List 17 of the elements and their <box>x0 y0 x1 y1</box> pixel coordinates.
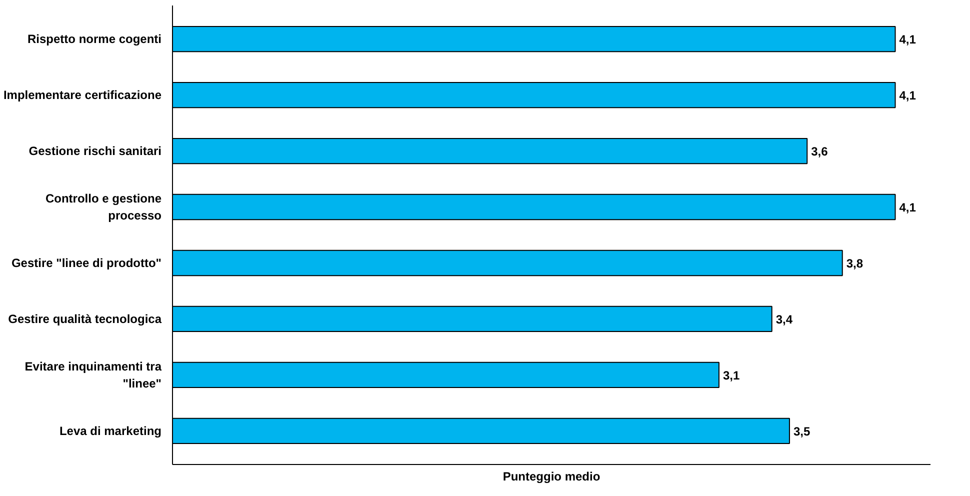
y-tick-label: Controllo e gestione processo <box>45 192 162 222</box>
data-label: 3,1 <box>722 368 740 382</box>
y-tick-label: Gestione rischi sanitari <box>28 144 162 158</box>
y-tick-label: Gestire "linee di prodotto" <box>11 256 162 270</box>
y-tick-label: Gestire qualità tecnologica <box>8 312 162 326</box>
data-label: 3,6 <box>811 144 828 159</box>
data-label: 3,8 <box>846 256 864 270</box>
y-tick-label: Rispetto norme cogenti <box>27 32 162 46</box>
data-label: 3,5 <box>793 424 810 438</box>
y-tick-label: Implementare certificazione <box>3 88 162 102</box>
y-tick-label: Leva di marketing <box>59 424 162 438</box>
data-label: 3,4 <box>776 312 793 326</box>
data-label: 4,1 <box>899 200 916 215</box>
data-label: 4,1 <box>899 32 916 47</box>
y-tick-label: Evitare inquinamenti tra "linee" <box>24 360 162 390</box>
data-label: 4,1 <box>899 88 916 103</box>
x-axis-title: Punteggio medio <box>502 470 600 484</box>
